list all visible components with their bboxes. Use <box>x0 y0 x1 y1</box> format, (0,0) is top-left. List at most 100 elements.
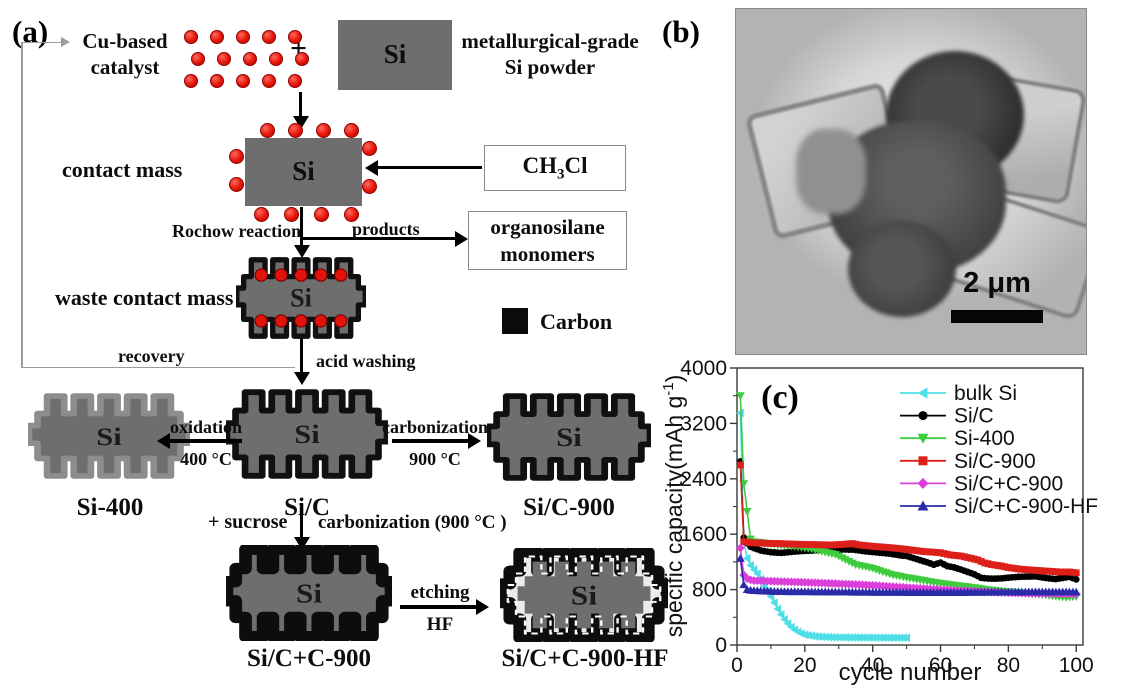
plus-sucrose-label: + sucrose <box>208 511 288 533</box>
powder-label-line2: Si powder <box>504 55 596 80</box>
si-c-caption: Si/C <box>284 494 330 521</box>
recovery-label: recovery <box>118 346 185 366</box>
si-c-900-caption: Si/C-900 <box>523 494 615 521</box>
svg-text:4000: 4000 <box>680 357 727 380</box>
catalyst-dot <box>217 52 231 66</box>
waste-contact-mass-label: waste contact mass <box>55 285 234 310</box>
svg-text:Si: Si <box>294 420 319 450</box>
acid-washing-arrow-line <box>300 338 303 372</box>
oxidation-arrowhead-icon <box>157 432 170 449</box>
contact-mass-dot <box>316 123 331 138</box>
waste-contact-mass-shape: Si <box>234 256 368 340</box>
recovery-loop-vertical-line <box>21 42 23 367</box>
svg-text:0: 0 <box>731 654 743 677</box>
products-arrow-line <box>303 237 455 240</box>
catalyst-dot <box>288 74 302 88</box>
panel-a-label: (a) <box>12 14 49 49</box>
catalyst-dot <box>184 30 198 44</box>
organosilane-line2: monomers <box>500 241 595 266</box>
carbonization-label-line2: 900 °C <box>409 449 461 469</box>
svg-text:100: 100 <box>1059 654 1094 677</box>
recovery-loop-bottom-line <box>21 366 295 369</box>
catalyst-dot <box>236 30 250 44</box>
si-powder-block-label: Si <box>383 39 407 70</box>
carbonization-label-line1: carbonization <box>382 417 488 437</box>
arrow-to-contact-mass <box>299 92 302 116</box>
contact-mass-dot <box>344 123 359 138</box>
svg-text:0: 0 <box>715 634 727 657</box>
carbonization-arrow-line <box>392 439 468 443</box>
capacity-chart: 0 20 40 60 80 100 0 800 1600 2400 3200 4000 cycle nu… <box>660 356 1122 692</box>
contact-mass-dot <box>288 123 303 138</box>
svg-text:Si: Si <box>96 423 122 451</box>
si-c-plus-c-900-shape: Si <box>220 543 398 643</box>
catalyst-label-line2: catalyst <box>90 55 160 80</box>
svg-text:Si/C-900: Si/C-900 <box>954 450 1036 473</box>
oxidation-label-line1: oxidation <box>169 417 243 437</box>
ch3cl-arrow-line <box>378 166 482 169</box>
acid-washing-arrowhead-icon <box>293 372 310 385</box>
svg-text:80: 80 <box>997 654 1020 677</box>
svg-text:Si/C+C-900: Si/C+C-900 <box>954 472 1063 495</box>
ch3cl-formula: CH3Cl <box>523 152 588 184</box>
catalyst-dot <box>184 74 198 88</box>
svg-text:40: 40 <box>861 654 884 677</box>
tem-scale-bar <box>951 310 1043 323</box>
ch3cl-box: CH3Cl <box>484 145 626 191</box>
tem-dark-particle-bottom <box>848 221 956 317</box>
si-c-900-shape: Si <box>484 392 654 482</box>
svg-text:2400: 2400 <box>680 468 727 491</box>
svg-text:cycle number: cycle number <box>839 659 982 686</box>
contact-mass-block: Si <box>245 138 362 206</box>
catalyst-dot <box>243 52 257 66</box>
catalyst-dot <box>236 74 250 88</box>
si-powder-block: Si <box>338 20 452 90</box>
catalyst-dot <box>191 52 205 66</box>
contact-mass-dot <box>362 179 377 194</box>
svg-text:Si: Si <box>571 581 597 611</box>
catalyst-dot <box>210 30 224 44</box>
recovery-arrowhead-icon <box>61 37 70 47</box>
si-400-caption: Si-400 <box>76 494 144 521</box>
catalyst-label-line1: Cu-based <box>82 29 168 53</box>
carbon-legend-label: Carbon <box>540 309 613 334</box>
acid-washing-label: acid washing <box>316 351 416 371</box>
carbon-legend-swatch <box>502 308 528 334</box>
svg-text:Si: Si <box>556 423 582 452</box>
si-c-shape: Si <box>223 388 391 480</box>
tem-scale-bar-text: 2 μm <box>963 267 1031 299</box>
etching-label-line2: HF <box>426 614 454 635</box>
carbonization-arrowhead-icon <box>468 432 481 449</box>
products-arrowhead-icon <box>455 230 468 247</box>
catalyst-dot <box>295 52 309 66</box>
svg-text:Si: Si <box>290 283 312 312</box>
contact-mass-dot <box>229 149 244 164</box>
contact-mass-dot <box>362 141 377 156</box>
carbonization-900-label: carbonization (900 °C ) <box>318 512 507 533</box>
svg-text:60: 60 <box>929 654 952 677</box>
oxidation-arrow-line <box>170 439 242 443</box>
ch3cl-sub: 3 <box>557 166 565 183</box>
si-400-shape: Si <box>25 392 193 480</box>
sucrose-arrow-line <box>300 503 303 537</box>
svg-text:Si/C: Si/C <box>954 405 994 428</box>
contact-mass-dot <box>284 207 299 222</box>
svg-text:3200: 3200 <box>680 412 727 435</box>
svg-text:(c): (c) <box>761 379 799 416</box>
oxidation-label-line2: 400 °C <box>180 449 232 469</box>
catalyst-dot <box>262 30 276 44</box>
rochow-arrowhead-icon <box>293 245 310 258</box>
ch3cl-post: Cl <box>564 152 588 178</box>
contact-mass-dot <box>260 123 275 138</box>
svg-text:Si/C+C-900-HF: Si/C+C-900-HF <box>954 495 1098 518</box>
contact-mass-dot <box>254 207 269 222</box>
contact-mass-dot <box>344 207 359 222</box>
powder-label-line1: metallurgical-grade <box>461 29 639 53</box>
tem-mid-gray-patch <box>796 129 866 214</box>
svg-text:Si-400: Si-400 <box>954 427 1015 450</box>
svg-text:bulk Si: bulk Si <box>954 382 1017 405</box>
rochow-label: Rochow reaction <box>172 221 302 241</box>
etching-arrow-line <box>400 605 476 609</box>
catalyst-dot <box>262 74 276 88</box>
